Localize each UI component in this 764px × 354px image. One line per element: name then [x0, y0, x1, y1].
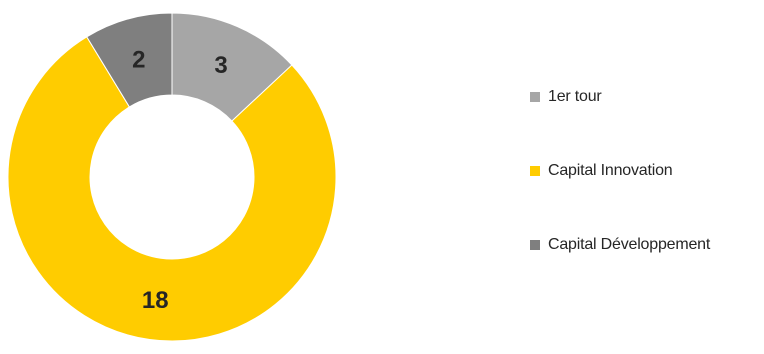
data-label-capital-innovation: 18 — [142, 287, 169, 314]
legend-item-1er-tour: 1er tour — [530, 88, 602, 106]
legend-swatch-capital-innovation — [530, 166, 540, 176]
slice-capital-developpement — [86, 12, 173, 108]
legend-label-capital-innovation: Capital Innovation — [548, 162, 673, 179]
legend-swatch-capital-developpement — [530, 240, 540, 250]
donut-data-labels: 3 18 2 — [132, 47, 228, 314]
legend-label-1er-tour: 1er tour — [548, 88, 602, 105]
donut-slices — [7, 12, 337, 342]
donut-chart: 3 18 2 — [7, 12, 337, 342]
data-label-capital-developpement: 2 — [132, 47, 145, 74]
legend-item-capital-innovation: Capital Innovation — [530, 162, 673, 180]
legend-item-capital-developpement: Capital Développement — [530, 236, 710, 254]
legend-swatch-1er-tour — [530, 92, 540, 102]
legend-label-capital-developpement: Capital Développement — [548, 236, 711, 253]
slice-capital-innovation — [7, 36, 337, 342]
data-label-1er-tour: 3 — [214, 52, 227, 79]
